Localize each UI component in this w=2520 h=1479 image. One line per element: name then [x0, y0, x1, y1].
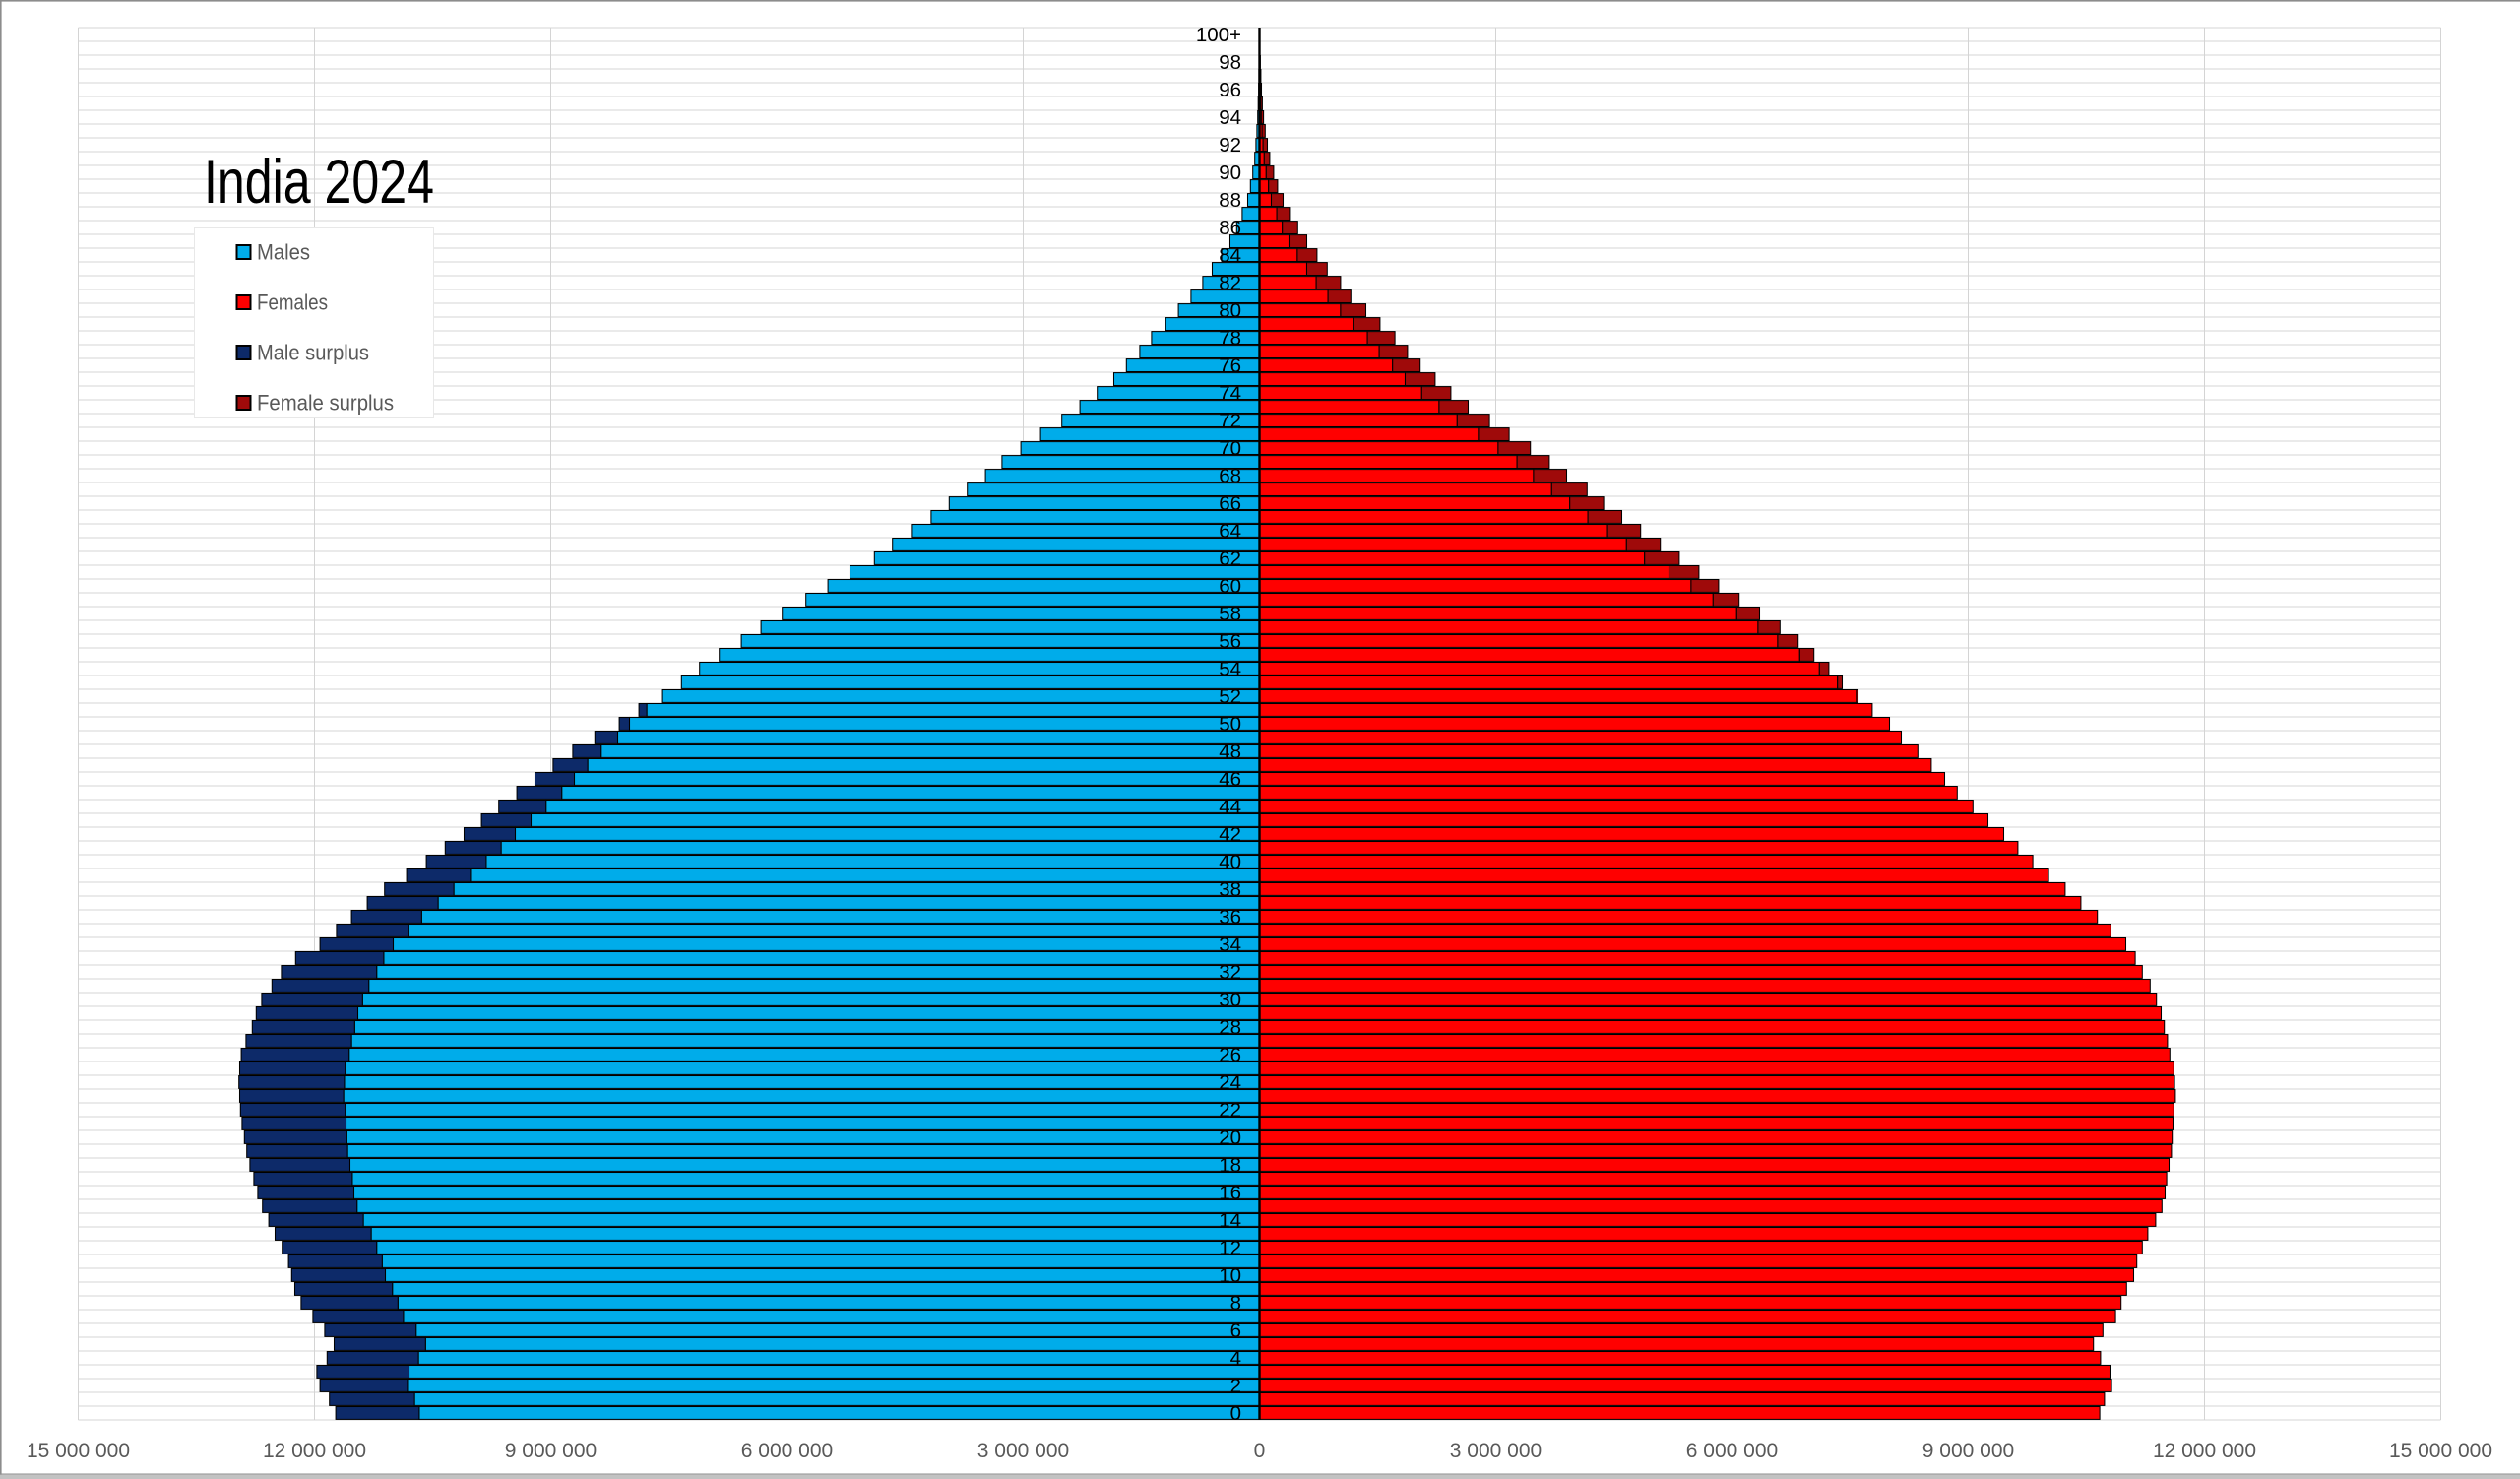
svg-text:66: 66	[1219, 492, 1241, 515]
svg-text:60: 60	[1219, 575, 1241, 598]
svg-text:9 000 000: 9 000 000	[505, 1440, 597, 1462]
svg-text:82: 82	[1219, 272, 1241, 294]
svg-text:50: 50	[1219, 713, 1241, 736]
svg-text:100+: 100+	[1196, 24, 1241, 46]
svg-text:12 000 000: 12 000 000	[263, 1440, 366, 1462]
svg-text:74: 74	[1219, 382, 1241, 405]
svg-text:40: 40	[1219, 851, 1241, 873]
svg-text:38: 38	[1219, 878, 1241, 901]
svg-text:4: 4	[1230, 1347, 1241, 1370]
svg-text:6: 6	[1230, 1319, 1241, 1342]
svg-text:16: 16	[1219, 1182, 1241, 1204]
svg-text:90: 90	[1219, 161, 1241, 184]
svg-text:3 000 000: 3 000 000	[1450, 1440, 1542, 1462]
svg-text:14: 14	[1219, 1209, 1241, 1232]
svg-text:64: 64	[1219, 520, 1241, 543]
svg-text:3 000 000: 3 000 000	[977, 1440, 1069, 1462]
svg-text:36: 36	[1219, 906, 1241, 929]
svg-text:15 000 000: 15 000 000	[2389, 1440, 2492, 1462]
svg-text:26: 26	[1219, 1044, 1241, 1066]
svg-text:44: 44	[1219, 796, 1241, 818]
svg-text:Males: Males	[257, 240, 310, 265]
svg-text:62: 62	[1219, 547, 1241, 570]
svg-text:32: 32	[1219, 961, 1241, 984]
svg-text:88: 88	[1219, 189, 1241, 212]
svg-text:0: 0	[1254, 1440, 1266, 1462]
svg-text:Male surplus: Male surplus	[257, 341, 369, 365]
svg-text:54: 54	[1219, 658, 1241, 680]
svg-text:94: 94	[1219, 106, 1241, 129]
svg-text:68: 68	[1219, 465, 1241, 487]
svg-text:India 2024: India 2024	[204, 148, 434, 217]
svg-text:34: 34	[1219, 933, 1241, 956]
svg-text:15 000 000: 15 000 000	[27, 1440, 130, 1462]
svg-text:42: 42	[1219, 823, 1241, 846]
svg-text:6 000 000: 6 000 000	[741, 1440, 833, 1462]
svg-text:72: 72	[1219, 410, 1241, 432]
svg-text:9 000 000: 9 000 000	[1922, 1440, 2014, 1462]
svg-text:8: 8	[1230, 1292, 1241, 1315]
svg-text:30: 30	[1219, 989, 1241, 1011]
svg-text:86: 86	[1219, 217, 1241, 239]
svg-text:28: 28	[1219, 1016, 1241, 1039]
svg-text:12: 12	[1219, 1237, 1241, 1259]
svg-text:22: 22	[1219, 1099, 1241, 1122]
svg-text:52: 52	[1219, 685, 1241, 708]
svg-text:10: 10	[1219, 1264, 1241, 1287]
svg-text:48: 48	[1219, 740, 1241, 763]
svg-text:92: 92	[1219, 134, 1241, 157]
svg-text:0: 0	[1230, 1402, 1241, 1425]
svg-text:Females: Females	[257, 290, 328, 315]
svg-text:96: 96	[1219, 79, 1241, 101]
svg-text:58: 58	[1219, 603, 1241, 625]
svg-text:78: 78	[1219, 327, 1241, 350]
svg-text:18: 18	[1219, 1154, 1241, 1177]
svg-text:24: 24	[1219, 1071, 1241, 1094]
svg-text:6 000 000: 6 000 000	[1686, 1440, 1778, 1462]
svg-text:Female surplus: Female surplus	[257, 391, 394, 416]
svg-text:46: 46	[1219, 768, 1241, 791]
svg-text:80: 80	[1219, 299, 1241, 322]
svg-text:20: 20	[1219, 1126, 1241, 1149]
svg-text:70: 70	[1219, 437, 1241, 460]
svg-text:98: 98	[1219, 51, 1241, 74]
svg-text:12 000 000: 12 000 000	[2153, 1440, 2256, 1462]
svg-text:2: 2	[1230, 1375, 1241, 1397]
svg-text:56: 56	[1219, 630, 1241, 653]
svg-text:84: 84	[1219, 244, 1241, 267]
svg-text:76: 76	[1219, 354, 1241, 377]
